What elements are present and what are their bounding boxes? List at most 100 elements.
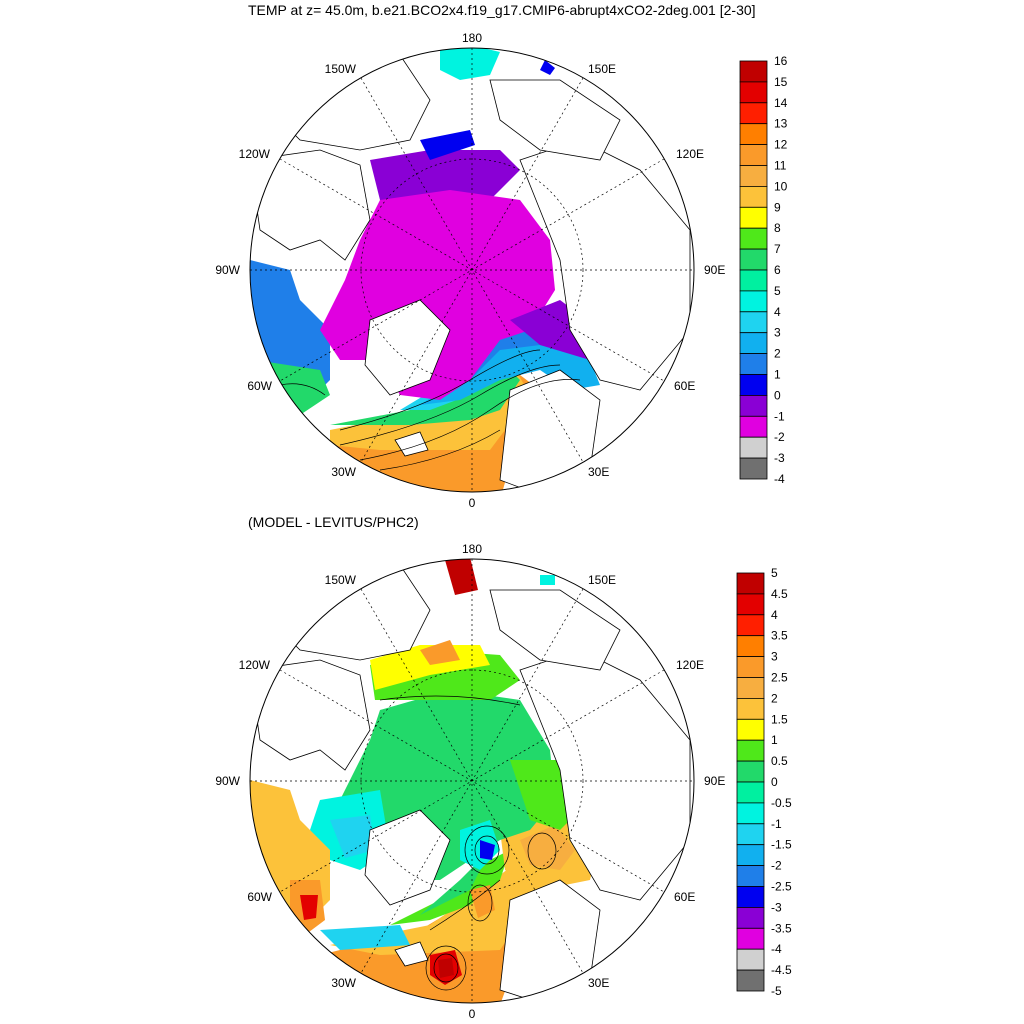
svg-text:60E: 60E — [674, 379, 695, 393]
colorbar-level-label: 16 — [774, 54, 788, 68]
colorbar-level-label: 8 — [774, 221, 781, 235]
colorbar-swatch — [736, 718, 765, 741]
colorbar-level-label: -1.5 — [771, 838, 792, 852]
svg-text:150W: 150W — [325, 573, 357, 587]
svg-text:180: 180 — [462, 542, 482, 556]
colorbar-swatch — [739, 332, 768, 355]
colorbar-level-label: 13 — [774, 117, 788, 131]
colorbar-level-label: 15 — [774, 75, 788, 89]
colorbar-level-label: -3.5 — [771, 921, 792, 935]
svg-text:30W: 30W — [331, 976, 356, 990]
colorbar-swatch — [736, 635, 765, 658]
colorbar-swatch — [739, 185, 768, 208]
colorbar-swatch — [736, 614, 765, 637]
colorbar-level-label: 2 — [771, 691, 778, 705]
colorbar-level-label: 3 — [771, 650, 778, 664]
svg-text:150W: 150W — [325, 62, 357, 76]
colorbar-level-label: 1.5 — [771, 712, 788, 726]
colorbar-swatch — [739, 144, 768, 166]
svg-text:150E: 150E — [588, 62, 616, 76]
svg-text:60W: 60W — [247, 890, 272, 904]
map-title-difference: (MODEL - LEVITUS/PHC2) — [248, 514, 419, 530]
colorbar-swatch — [739, 123, 768, 145]
svg-text:60E: 60E — [674, 890, 695, 904]
colorbar-level-label: 9 — [774, 200, 781, 214]
colorbar-level-label: 5 — [774, 284, 781, 298]
map-border-temp — [249, 47, 695, 493]
colorbar-level-label: 0.5 — [771, 754, 788, 768]
colorbar-difference: 5 4.5 4 3.5 3 2.5 2 1.5 1 0.5 0 -0.5 -1 -1.5 -2 -2.5 -3 -… — [736, 566, 792, 998]
graticule-temp — [250, 48, 694, 492]
colorbar-swatch — [739, 165, 768, 187]
colorbar-swatch — [739, 102, 768, 125]
colorbar-swatch — [739, 353, 768, 375]
temp-field — [250, 48, 691, 492]
colorbar-level-label: -3 — [774, 451, 785, 465]
colorbar-level-label: -4 — [774, 472, 785, 486]
graticule-difference — [250, 559, 694, 1003]
colorbar-swatch — [736, 927, 765, 950]
colorbar-swatch — [736, 656, 765, 678]
colorbar-swatch — [739, 269, 768, 292]
svg-text:60W: 60W — [247, 379, 272, 393]
colorbar-level-label: 14 — [774, 96, 788, 110]
colorbar-swatch — [739, 374, 768, 396]
map-title-temp: TEMP at z= 45.0m, b.e21.BCO2x4.f19_g17.C… — [248, 2, 756, 18]
colorbar-level-label: -1 — [771, 817, 782, 831]
colorbar-level-label: 12 — [774, 138, 788, 152]
colorbar-level-label: 6 — [774, 263, 781, 277]
colorbar-swatch — [736, 886, 765, 908]
svg-text:0: 0 — [469, 496, 476, 510]
svg-text:120W: 120W — [239, 658, 271, 672]
colorbar-level-label: 0 — [774, 388, 781, 402]
svg-text:30E: 30E — [588, 465, 609, 479]
colorbar-level-label: 2.5 — [771, 671, 788, 685]
colorbar-swatch — [736, 677, 765, 699]
colorbar-level-label: 4 — [771, 608, 778, 622]
svg-text:90E: 90E — [704, 263, 725, 277]
colorbar-swatch — [736, 865, 765, 887]
svg-text:90W: 90W — [215, 774, 240, 788]
colorbar-swatch — [739, 81, 768, 104]
colorbar-level-label: 1 — [774, 368, 781, 382]
colorbar-swatch — [739, 290, 768, 313]
svg-text:180: 180 — [462, 31, 482, 45]
svg-text:0: 0 — [469, 1007, 476, 1021]
colorbar-swatch — [739, 248, 768, 271]
colorbar-level-label: -2 — [774, 430, 785, 444]
svg-text:120E: 120E — [676, 658, 704, 672]
colorbar-level-label: 1 — [771, 733, 778, 747]
colorbar-swatch — [739, 436, 768, 459]
colorbar-swatch — [736, 781, 765, 804]
lon-labels-temp: 180 150E 120E 90E 60E 30E 0 30W 60W 90W … — [215, 31, 725, 510]
colorbar-level-label: -4.5 — [771, 963, 792, 977]
colorbar-level-label: 0 — [771, 775, 778, 789]
colorbar-swatch — [739, 457, 768, 480]
colorbar-swatch — [736, 698, 765, 720]
colorbar-swatch — [739, 206, 768, 229]
svg-text:120E: 120E — [676, 147, 704, 161]
colorbar-swatch — [739, 394, 768, 417]
svg-text:120W: 120W — [239, 147, 271, 161]
colorbar-swatch — [736, 572, 765, 595]
colorbar-level-label: -1 — [774, 409, 785, 423]
colorbar-level-label: 7 — [774, 242, 781, 256]
colorbar-level-label: 3 — [774, 326, 781, 340]
colorbar-swatch — [736, 948, 765, 971]
colorbar-swatch — [739, 60, 768, 83]
colorbar-swatch — [736, 823, 765, 846]
colorbar-swatch — [736, 760, 765, 783]
colorbar-swatch — [739, 227, 768, 250]
map-border-difference — [249, 558, 695, 1004]
polar-map-difference: 180 150E 120E 90E 60E 30E 0 30W 60W 90W … — [215, 542, 792, 1021]
colorbar-level-label: 3.5 — [771, 629, 788, 643]
colorbar-level-label: 2 — [774, 347, 781, 361]
colorbar-level-label: -5 — [771, 984, 782, 998]
colorbar-level-label: -2.5 — [771, 880, 792, 894]
svg-text:90W: 90W — [215, 263, 240, 277]
svg-text:30E: 30E — [588, 976, 609, 990]
colorbar-level-label: -4 — [771, 942, 782, 956]
colorbar-swatch — [739, 311, 768, 334]
colorbar-swatch — [736, 593, 765, 616]
